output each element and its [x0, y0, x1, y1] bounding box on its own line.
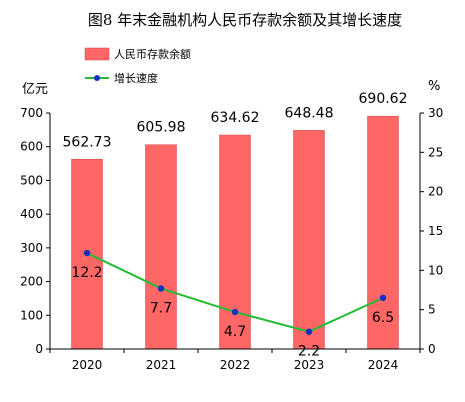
bar-value-label: 648.48: [285, 105, 334, 121]
rate-value-label: 12.2: [71, 265, 102, 281]
x-tick-label: 2022: [220, 358, 251, 372]
legend-bar-label: 人民币存款余额: [114, 47, 191, 61]
right-axis-unit: %: [428, 79, 440, 94]
rate-value-label: 7.7: [150, 300, 172, 316]
rate-point: [83, 249, 91, 257]
rate-point: [379, 294, 387, 302]
left-tick-label: 700: [20, 106, 43, 120]
x-tick-label: 2021: [146, 358, 177, 372]
left-tick-label: 100: [20, 308, 43, 322]
bar-series: [71, 115, 399, 350]
right-tick-label: 0: [428, 342, 436, 356]
bar-value-labels: 562.73 605.98 634.62 648.48 690.62: [63, 91, 408, 150]
left-tick-label: 600: [20, 140, 43, 154]
right-axis: 0 5 10 15 20 25 30: [419, 106, 443, 356]
legend-line-label: 增长速度: [114, 71, 158, 85]
chart-title: 图8 年末金融机构人民币存款余额及其增长速度: [88, 11, 402, 29]
left-axis-unit: 亿元: [22, 82, 48, 97]
left-tick-label: 0: [35, 342, 43, 356]
rate-value-label: 2.2: [298, 344, 320, 360]
legend-line-marker: [94, 75, 100, 81]
rate-point: [157, 285, 165, 292]
right-tick-label: 5: [428, 303, 436, 317]
rate-value-label: 6.5: [372, 310, 394, 326]
right-tick-label: 25: [428, 145, 443, 159]
right-tick-label: 20: [428, 185, 443, 199]
rate-series: 12.2 7.7 4.7 2.2 6.5: [71, 249, 394, 360]
left-tick-label: 500: [20, 173, 43, 187]
x-tick-label: 2024: [368, 358, 399, 372]
x-tick-label: 2023: [294, 358, 325, 372]
bar-value-label: 690.62: [359, 91, 408, 107]
x-axis: 2020 2021 2022 2023 2024: [49, 348, 421, 372]
bar-value-label: 634.62: [211, 110, 260, 126]
legend: 人民币存款余额 增长速度: [84, 47, 191, 85]
left-axis: 0 100 200 300 400 500 600 700: [20, 106, 51, 356]
bar: [367, 115, 399, 350]
rate-point: [231, 308, 239, 316]
bar-value-label: 562.73: [63, 134, 112, 150]
rate-point: [305, 328, 313, 335]
bar-value-label: 605.98: [137, 120, 186, 136]
right-tick-label: 15: [428, 224, 443, 238]
bar: [219, 134, 251, 350]
bar: [145, 144, 177, 350]
right-tick-label: 10: [428, 263, 443, 277]
bar: [293, 130, 325, 350]
legend-bar-swatch: [84, 47, 110, 61]
x-tick-label: 2020: [72, 358, 103, 372]
rate-value-label: 4.7: [224, 324, 246, 340]
right-tick-label: 30: [428, 106, 443, 120]
left-tick-label: 400: [20, 207, 43, 221]
left-tick-label: 200: [20, 275, 43, 289]
left-tick-label: 300: [20, 241, 43, 255]
